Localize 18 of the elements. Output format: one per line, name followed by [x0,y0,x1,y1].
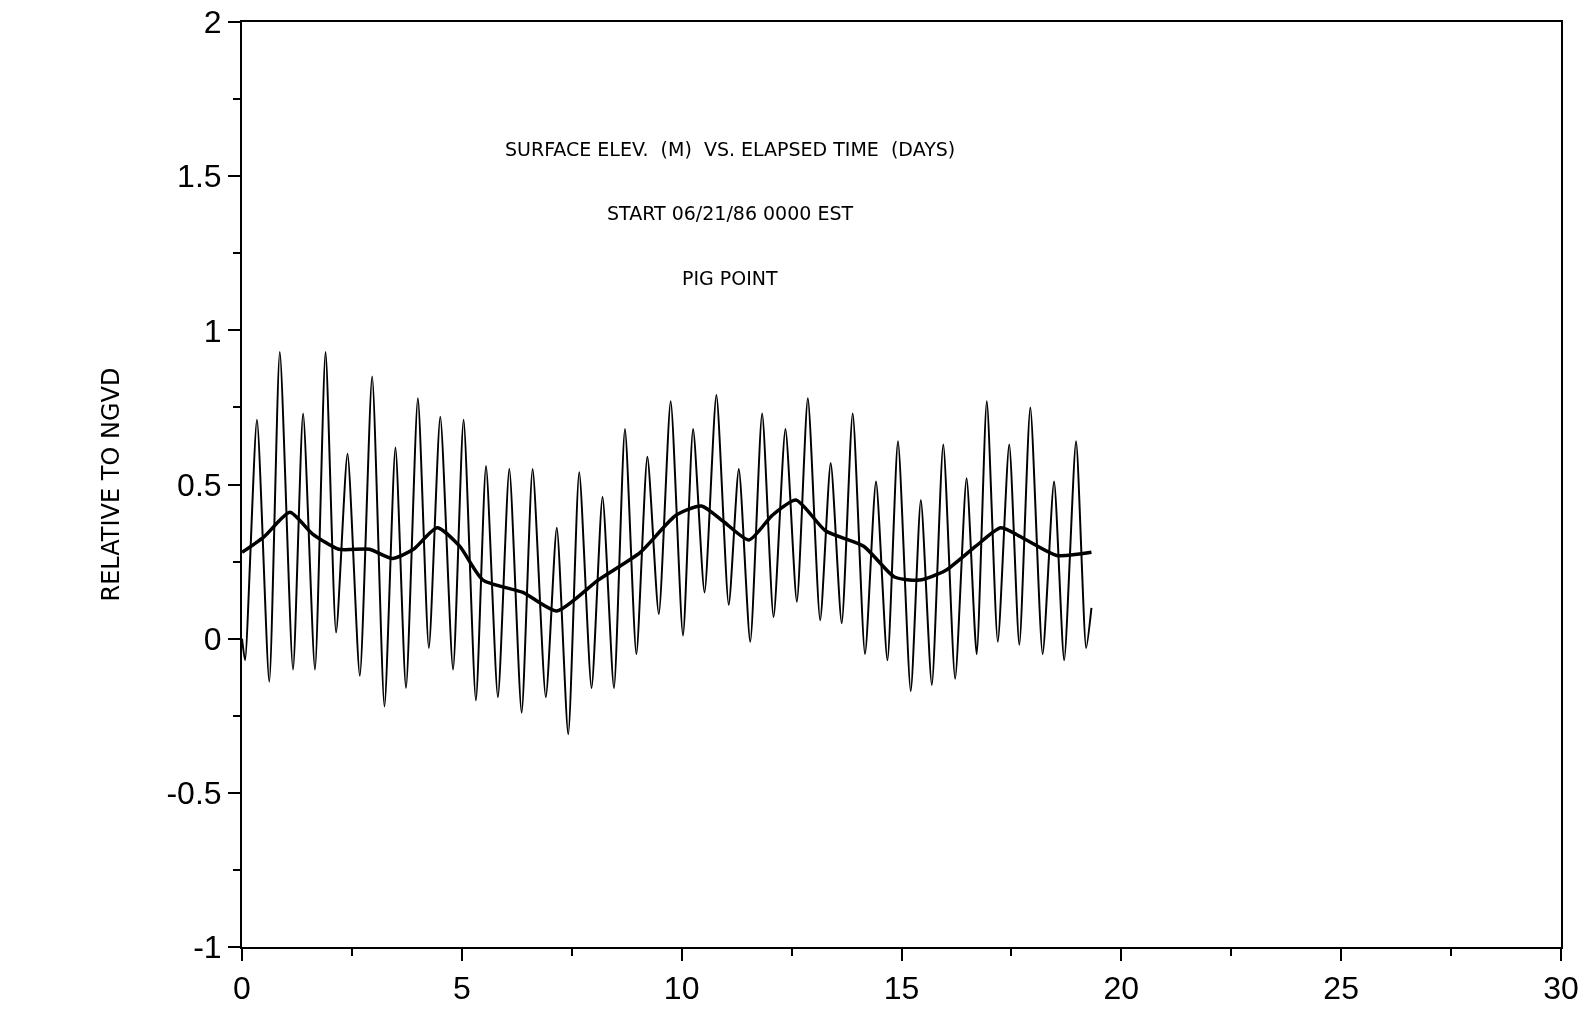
y-tick-label: -0.5 [166,775,222,812]
x-tick-label: 5 [452,970,471,1007]
x-tick-label: 0 [233,970,251,1007]
x-tick-label: 20 [1103,970,1140,1007]
y-tick-label: 0.5 [177,466,222,503]
x-tick-label: 15 [883,970,920,1007]
y-axis-title: RELATIVE TO NGVD [97,367,126,602]
text: START 06/21/86 0000 EST [607,202,854,224]
text: SURFACE ELEV. (M) VS. ELAPSED TIME (DAYS) [505,138,956,160]
x-tick-label: 30 [1543,970,1579,1007]
y-tick-label: 2 [203,4,222,41]
x-tick-label: 25 [1323,970,1359,1007]
x-tick-label: 10 [663,970,700,1007]
y-tick-label: 1 [203,312,222,349]
y-tick-label: -1 [193,929,222,966]
y-tick-label: 1.5 [177,158,222,195]
annotation: PIG POINT [682,267,779,289]
y-tick-label: 0 [203,620,222,657]
